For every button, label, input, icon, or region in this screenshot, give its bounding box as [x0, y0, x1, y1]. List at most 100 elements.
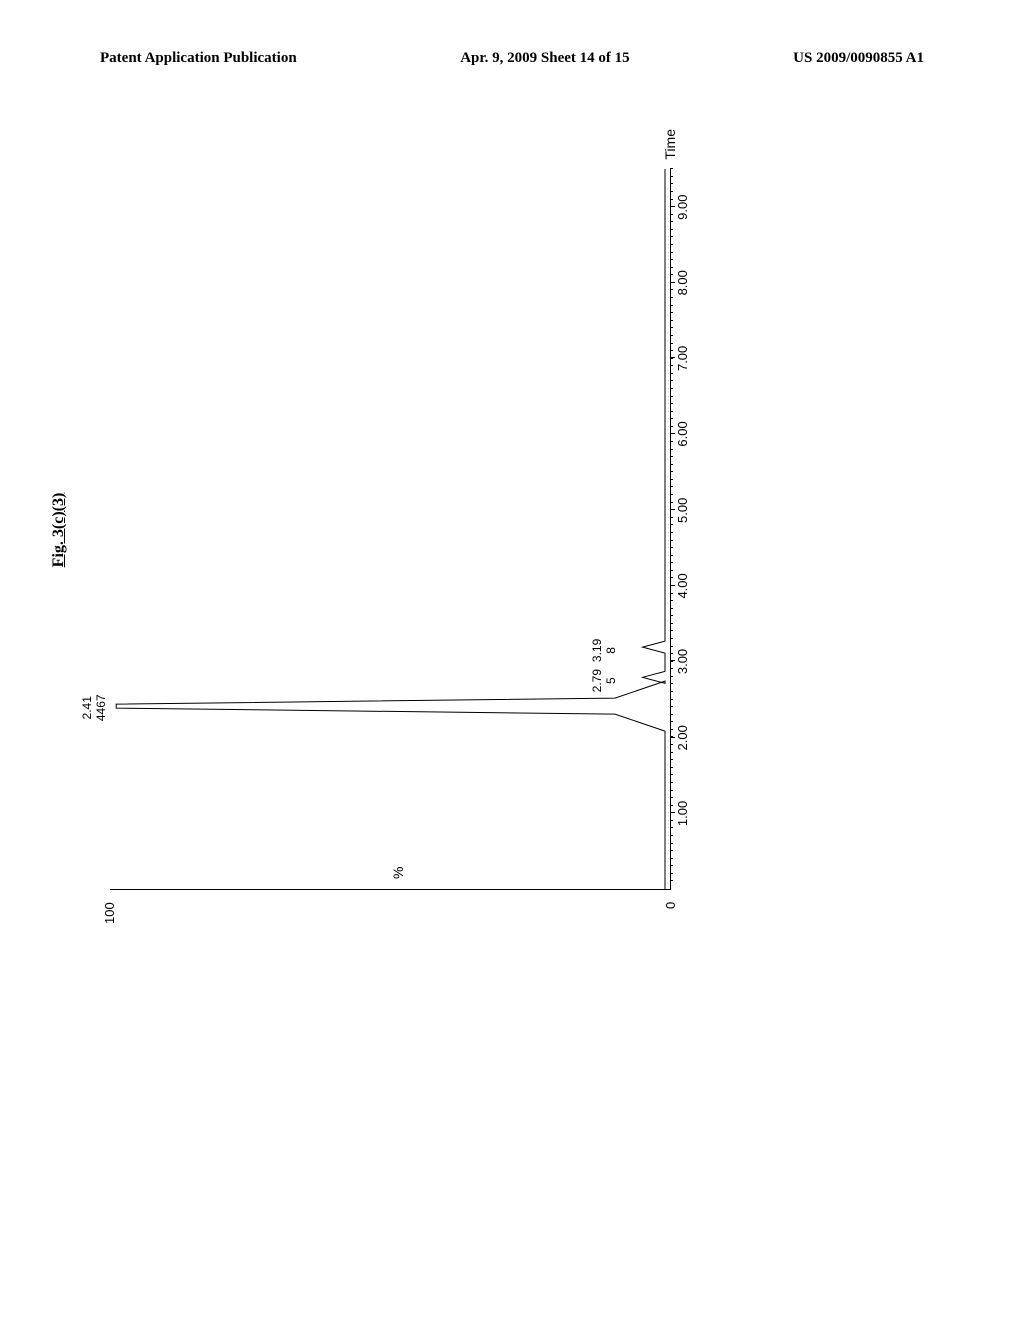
- x-tick-minor: [670, 486, 673, 487]
- x-tick-minor: [670, 661, 673, 662]
- x-tick-minor: [670, 555, 673, 556]
- x-tick-minor: [670, 865, 673, 866]
- x-tick-minor: [670, 274, 673, 275]
- chromatogram-chart: 100 0 % Time 1.002.003.004.005.006.007.0…: [110, 169, 671, 890]
- x-tick-minor: [670, 600, 673, 601]
- x-tick-minor: [670, 365, 673, 366]
- x-tick-minor: [670, 252, 673, 253]
- x-tick-minor: [670, 464, 673, 465]
- x-tick-minor: [670, 676, 673, 677]
- x-tick-minor: [670, 524, 673, 525]
- peak-label: 2.414467: [80, 694, 109, 721]
- x-tick-minor: [670, 449, 673, 450]
- x-tick-minor: [670, 191, 673, 192]
- x-tick-minor: [670, 691, 673, 692]
- x-tick-minor: [670, 812, 673, 813]
- x-tick-minor: [670, 214, 673, 215]
- x-tick-minor: [670, 880, 673, 881]
- x-axis-label: Time: [662, 129, 678, 160]
- x-tick-minor: [670, 441, 673, 442]
- x-tick-minor: [670, 509, 673, 510]
- x-tick-minor: [670, 176, 673, 177]
- x-tick-minor: [670, 517, 673, 518]
- x-tick-minor: [670, 343, 673, 344]
- x-tick-minor: [670, 540, 673, 541]
- chromatogram-trace: [110, 169, 670, 889]
- x-tick-minor: [670, 850, 673, 851]
- x-tick-minor: [670, 615, 673, 616]
- figure-label: Fig. 3(c)(3): [50, 493, 68, 568]
- page-header: Patent Application Publication Apr. 9, 2…: [0, 0, 1024, 77]
- x-tick-minor: [670, 418, 673, 419]
- x-tick-minor: [670, 805, 673, 806]
- x-tick-minor: [670, 858, 673, 859]
- x-tick-minor: [670, 433, 673, 434]
- x-tick-minor: [670, 236, 673, 237]
- x-tick-minor: [670, 297, 673, 298]
- x-tick-minor: [670, 562, 673, 563]
- x-tick-minor: [670, 577, 673, 578]
- x-tick-minor: [670, 699, 673, 700]
- x-tick-minor: [670, 502, 673, 503]
- x-tick-minor: [670, 721, 673, 722]
- peak-label: 2.795: [590, 669, 619, 692]
- x-tick-minor: [670, 388, 673, 389]
- x-tick-minor: [670, 630, 673, 631]
- x-tick-minor: [670, 683, 673, 684]
- x-tick-label: 3.00: [675, 649, 690, 674]
- x-tick-minor: [670, 623, 673, 624]
- x-tick-minor: [670, 646, 673, 647]
- x-tick-minor: [670, 827, 673, 828]
- x-tick-label: 7.00: [675, 346, 690, 371]
- x-tick-minor: [670, 350, 673, 351]
- x-tick-minor: [670, 767, 673, 768]
- x-tick-minor: [670, 471, 673, 472]
- x-tick-minor: [670, 668, 673, 669]
- x-tick-minor: [670, 267, 673, 268]
- x-tick-minor: [670, 411, 673, 412]
- x-tick-minor: [670, 782, 673, 783]
- x-tick-minor: [670, 774, 673, 775]
- x-tick-minor: [670, 706, 673, 707]
- y-tick-max: 100: [102, 902, 117, 924]
- x-tick-minor: [670, 456, 673, 457]
- x-tick-minor: [670, 221, 673, 222]
- peak-label: 3.198: [590, 639, 619, 662]
- x-tick-minor: [670, 403, 673, 404]
- x-tick-minor: [670, 653, 673, 654]
- x-tick-minor: [670, 426, 673, 427]
- x-tick-label: 2.00: [675, 725, 690, 750]
- x-tick-minor: [670, 547, 673, 548]
- x-tick-minor: [670, 729, 673, 730]
- x-tick-minor: [670, 835, 673, 836]
- x-tick-minor: [670, 327, 673, 328]
- x-tick-label: 8.00: [675, 270, 690, 295]
- x-tick-minor: [670, 532, 673, 533]
- x-tick-minor: [670, 593, 673, 594]
- x-tick-minor: [670, 335, 673, 336]
- x-tick-minor: [670, 797, 673, 798]
- x-tick-minor: [670, 873, 673, 874]
- x-tick-minor: [670, 290, 673, 291]
- x-tick-minor: [670, 585, 673, 586]
- x-tick-minor: [670, 282, 673, 283]
- header-right-text: US 2009/0090855 A1: [793, 50, 924, 67]
- x-tick-minor: [670, 244, 673, 245]
- y-tick-min: 0: [663, 902, 678, 909]
- x-tick-minor: [670, 736, 673, 737]
- x-tick-minor: [670, 168, 673, 169]
- header-left-text: Patent Application Publication: [100, 50, 297, 67]
- x-tick-minor: [670, 396, 673, 397]
- x-tick-minor: [670, 305, 673, 306]
- x-tick-label: 1.00: [675, 801, 690, 826]
- x-tick-minor: [670, 229, 673, 230]
- x-tick-label: 4.00: [675, 573, 690, 598]
- header-center-text: Apr. 9, 2009 Sheet 14 of 15: [460, 50, 629, 67]
- x-tick-minor: [670, 714, 673, 715]
- x-tick-minor: [670, 206, 673, 207]
- x-tick-minor: [670, 259, 673, 260]
- x-tick-minor: [670, 843, 673, 844]
- x-tick-minor: [670, 494, 673, 495]
- x-tick-minor: [670, 380, 673, 381]
- x-tick-minor: [670, 320, 673, 321]
